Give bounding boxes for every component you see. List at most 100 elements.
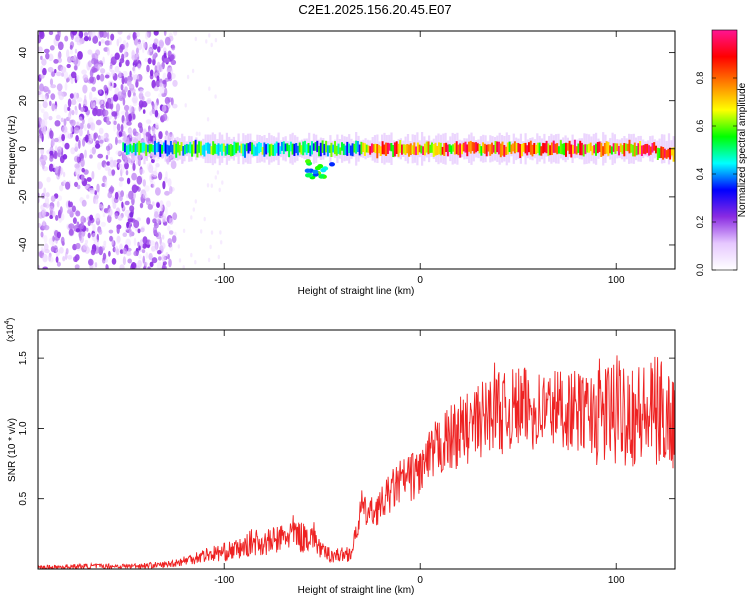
heatmap-cell xyxy=(151,245,156,252)
heatmap-cell xyxy=(291,143,294,155)
heatmap-cell xyxy=(162,180,166,190)
heatmap-cell xyxy=(397,143,400,157)
heatmap-cell xyxy=(60,236,65,245)
heatmap-cell xyxy=(224,145,227,156)
snr-y-label: SNR (10 * v/v) xyxy=(7,418,18,482)
heatmap-cell xyxy=(598,141,601,152)
heatmap-cell xyxy=(164,190,170,196)
heatmap-cell xyxy=(171,133,174,140)
heatmap-cell xyxy=(80,174,85,182)
heatmap-cell xyxy=(190,252,193,258)
heatmap-cell xyxy=(420,145,423,154)
heatmap-cell xyxy=(296,145,299,156)
heatmap-cell xyxy=(66,49,70,59)
heatmap-cell xyxy=(462,142,465,152)
heatmap-cell xyxy=(89,149,93,154)
heatmap-cell xyxy=(431,142,433,153)
heatmap-cell xyxy=(220,240,223,245)
heatmap-cell xyxy=(221,143,224,156)
heatmap-cell xyxy=(81,119,85,125)
heatmap-cell xyxy=(206,117,210,122)
heatmap-cell xyxy=(200,229,203,234)
heatmap-cell xyxy=(132,95,138,104)
heatmap-cell xyxy=(669,147,672,160)
heatmap-cell xyxy=(305,159,311,164)
heatmap-cell xyxy=(381,141,384,155)
heatmap-cell xyxy=(109,82,113,87)
heatmap-cell xyxy=(132,31,136,41)
heatmap-cell xyxy=(91,170,95,180)
heatmap-cell xyxy=(108,229,114,234)
heatmap-cell xyxy=(41,125,46,135)
heatmap-cell xyxy=(40,147,45,156)
heatmap-cell xyxy=(341,142,343,151)
heatmap-cell xyxy=(672,147,675,162)
heatmap-cell xyxy=(132,64,136,74)
heatmap-cell xyxy=(88,31,94,38)
heatmap-cell xyxy=(233,141,236,155)
heatmap-cell xyxy=(71,99,77,106)
heatmap-cell xyxy=(635,146,638,156)
heatmap-cell xyxy=(95,213,101,222)
heatmap-cell xyxy=(187,144,190,153)
heatmap-cell xyxy=(99,73,105,82)
heatmap-cell xyxy=(111,169,116,176)
heatmap-cell xyxy=(107,208,113,217)
heatmap-cell xyxy=(522,143,525,152)
heatmap-cell xyxy=(137,259,142,269)
heatmap-cell xyxy=(162,113,168,121)
heatmap-cell xyxy=(39,31,45,40)
heatmap-cell xyxy=(206,183,210,188)
heatmap-cell xyxy=(58,51,62,59)
heatmap-cell xyxy=(145,251,149,259)
heatmap-cell xyxy=(330,142,333,157)
heatmap-cell xyxy=(126,221,129,229)
heatmap-cell xyxy=(42,266,48,269)
heatmap-cell xyxy=(64,82,68,91)
heatmap-cell xyxy=(156,75,160,81)
heatmap-cell xyxy=(242,143,245,157)
heatmap-cell xyxy=(208,143,211,154)
heatmap-cell xyxy=(438,142,440,155)
heatmap-cell xyxy=(510,144,513,154)
heatmap-cell xyxy=(124,162,129,170)
heatmap-cell xyxy=(119,45,124,53)
heatmap-cell xyxy=(607,142,610,156)
heatmap-cell xyxy=(172,103,178,109)
heatmap-cell xyxy=(122,97,126,106)
heatmap-cell xyxy=(266,143,269,153)
heatmap-cell xyxy=(104,40,111,46)
heatmap-cell xyxy=(138,86,144,93)
heatmap-cell xyxy=(71,56,76,62)
heatmap-cell xyxy=(77,174,80,181)
heatmap-cell xyxy=(114,65,120,73)
heatmap-cell xyxy=(238,145,241,153)
heatmap-cell xyxy=(106,264,109,269)
chart-title: C2E1.2025.156.20.45.E07 xyxy=(298,2,451,17)
heatmap-cell xyxy=(159,200,164,209)
axis-tick-label: 0.5 xyxy=(18,491,29,505)
heatmap-cell xyxy=(126,121,132,126)
heatmap-cell xyxy=(63,118,67,126)
heatmap-cell xyxy=(656,147,659,160)
heatmap-cell xyxy=(663,148,666,158)
heatmap-cell xyxy=(59,206,63,214)
heatmap-cell xyxy=(169,54,175,61)
heatmap-cell xyxy=(180,142,183,152)
heatmap-cell xyxy=(210,42,213,48)
heatmap-cell xyxy=(124,209,131,217)
snr-y-scale-label: (x104) xyxy=(4,318,15,342)
heatmap-cell xyxy=(66,78,69,83)
heatmap-cell xyxy=(621,145,624,154)
heatmap-cell xyxy=(152,226,158,235)
heatmap-cell xyxy=(47,66,54,73)
heatmap-cell xyxy=(75,210,81,217)
heatmap-cell xyxy=(86,177,92,182)
heatmap-cell xyxy=(122,120,128,129)
heatmap-cell xyxy=(596,142,599,154)
heatmap-cell xyxy=(265,144,268,155)
heatmap-cell xyxy=(89,154,93,159)
heatmap-cell xyxy=(161,82,165,90)
heatmap-cell xyxy=(71,31,78,36)
